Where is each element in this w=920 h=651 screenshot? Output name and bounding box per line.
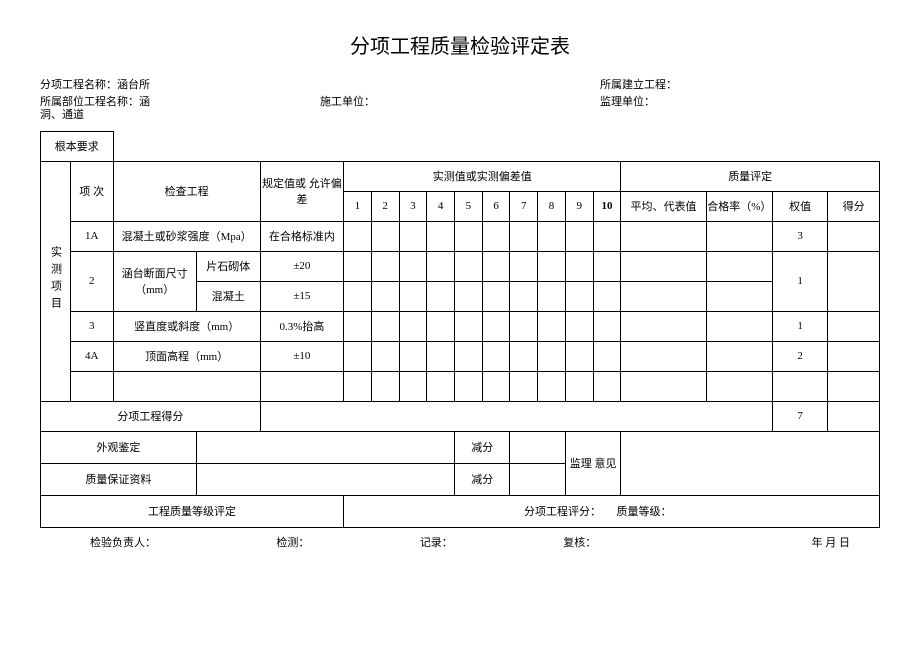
- col-4: 4: [427, 191, 455, 221]
- basic-req-row: 根本要求: [41, 131, 880, 161]
- deduct-label: 减分: [454, 431, 509, 463]
- table-row: 1A 混凝土或砂浆强度（Mpa） 在合格标准内 3: [41, 221, 880, 251]
- row-spec: 0.3%抬高: [260, 311, 343, 341]
- row-weight: 1: [772, 311, 827, 341]
- item-no-label: 项 次: [70, 161, 113, 221]
- row-no: 4A: [70, 341, 113, 371]
- row-spec2: ±15: [260, 281, 343, 311]
- col-2: 2: [371, 191, 399, 221]
- table-row: [41, 371, 880, 401]
- row-sub2: 混凝土: [196, 281, 260, 311]
- record-label: 记录：: [420, 534, 563, 550]
- weight-label: 权值: [772, 191, 827, 221]
- col-3: 3: [399, 191, 427, 221]
- check-project-label: 检查工程: [113, 161, 260, 221]
- row-spec1: ±20: [260, 251, 343, 281]
- col-7: 7: [510, 191, 538, 221]
- col-5: 5: [454, 191, 482, 221]
- measured-header: 实测值或实测偏差值: [344, 161, 621, 191]
- row-name: 顶面高程（mm）: [113, 341, 260, 371]
- grade-eval-row: 工程质量等级评定 分项工程评分： 质量等级：: [41, 495, 880, 527]
- col-8: 8: [538, 191, 566, 221]
- page-title: 分项工程质量检验评定表: [40, 30, 880, 59]
- col-6: 6: [482, 191, 510, 221]
- quality-data-label: 质量保证资料: [41, 463, 197, 495]
- appearance-row: 外观鉴定 减分 监理 意见: [41, 431, 880, 463]
- row-name: 竖直度或斜度（mm）: [113, 311, 260, 341]
- review-label: 复核：: [563, 534, 706, 550]
- main-table: 根本要求 实测项目 项 次 检查工程 规定值或 允许偏差 实测值或实测偏差值 质…: [40, 131, 880, 528]
- row-no: 1A: [70, 221, 113, 251]
- quality-grade-label: 质量等级：: [617, 506, 672, 518]
- row-no: 3: [70, 311, 113, 341]
- construct-unit-label: 施工单位：: [320, 96, 375, 108]
- header-info: 分项工程名称：涵台所 所属部位工程名称：涵 洞、通道 施工单位： 所属建立工程：…: [40, 77, 880, 127]
- row-weight: 3: [772, 221, 827, 251]
- deduct-label2: 减分: [454, 463, 509, 495]
- avg-rep-label: 平均、代表值: [621, 191, 706, 221]
- inspector-label: 检验负责人：: [40, 534, 276, 550]
- quality-eval-label: 质量评定: [621, 161, 880, 191]
- appearance-label: 外观鉴定: [41, 431, 197, 463]
- row-name: 涵台断面尺寸（mm）: [113, 251, 196, 311]
- sub-total-weight: 7: [772, 401, 827, 431]
- sub-project-value: 涵台所: [117, 79, 150, 91]
- spec-val-label: 规定值或 允许偏差: [260, 161, 343, 221]
- belong-proj-label: 所属建立工程：: [600, 79, 677, 91]
- footer-row: 检验负责人： 检测： 记录： 复核： 年 月 日: [40, 534, 880, 550]
- row-name: 混凝土或砂浆强度（Mpa）: [113, 221, 260, 251]
- table-row: 4A 顶面高程（mm） ±10 2: [41, 341, 880, 371]
- row-no: 2: [70, 251, 113, 311]
- col-10: 10: [593, 191, 621, 221]
- basic-req-label: 根本要求: [41, 131, 114, 161]
- part-proj-label: 所属部位工程名称：涵: [40, 96, 150, 108]
- col-9: 9: [565, 191, 593, 221]
- measure-items-label: 实测项目: [41, 161, 71, 401]
- score-label: 得分: [828, 191, 880, 221]
- table-row: 3 竖直度或斜度（mm） 0.3%抬高 1: [41, 311, 880, 341]
- sub-eval-score-label: 分项工程评分：: [524, 506, 601, 518]
- grade-eval-label: 工程质量等级评定: [41, 495, 344, 527]
- attr-proj-value: 洞、通道: [40, 109, 84, 121]
- sub-score-row: 分项工程得分 7: [41, 401, 880, 431]
- sub-project-label: 分项工程名称：: [40, 79, 117, 91]
- row-sub1: 片石砌体: [196, 251, 260, 281]
- supervise-opinion-label: 监理 意见: [565, 431, 620, 495]
- date-label: 年 月 日: [707, 534, 880, 550]
- header-row-1: 实测项目 项 次 检查工程 规定值或 允许偏差 实测值或实测偏差值 质量评定: [41, 161, 880, 191]
- row-weight: 1: [772, 251, 827, 311]
- row-spec: 在合格标准内: [260, 221, 343, 251]
- table-row: 2 涵台断面尺寸（mm） 片石砌体 ±20 1: [41, 251, 880, 281]
- pass-rate-label: 合格率（%）: [706, 191, 772, 221]
- col-1: 1: [344, 191, 372, 221]
- supervise-unit-label: 监理单位：: [600, 96, 655, 108]
- test-label: 检测：: [276, 534, 419, 550]
- sub-score-label: 分项工程得分: [41, 401, 261, 431]
- row-weight: 2: [772, 341, 827, 371]
- row-spec: ±10: [260, 341, 343, 371]
